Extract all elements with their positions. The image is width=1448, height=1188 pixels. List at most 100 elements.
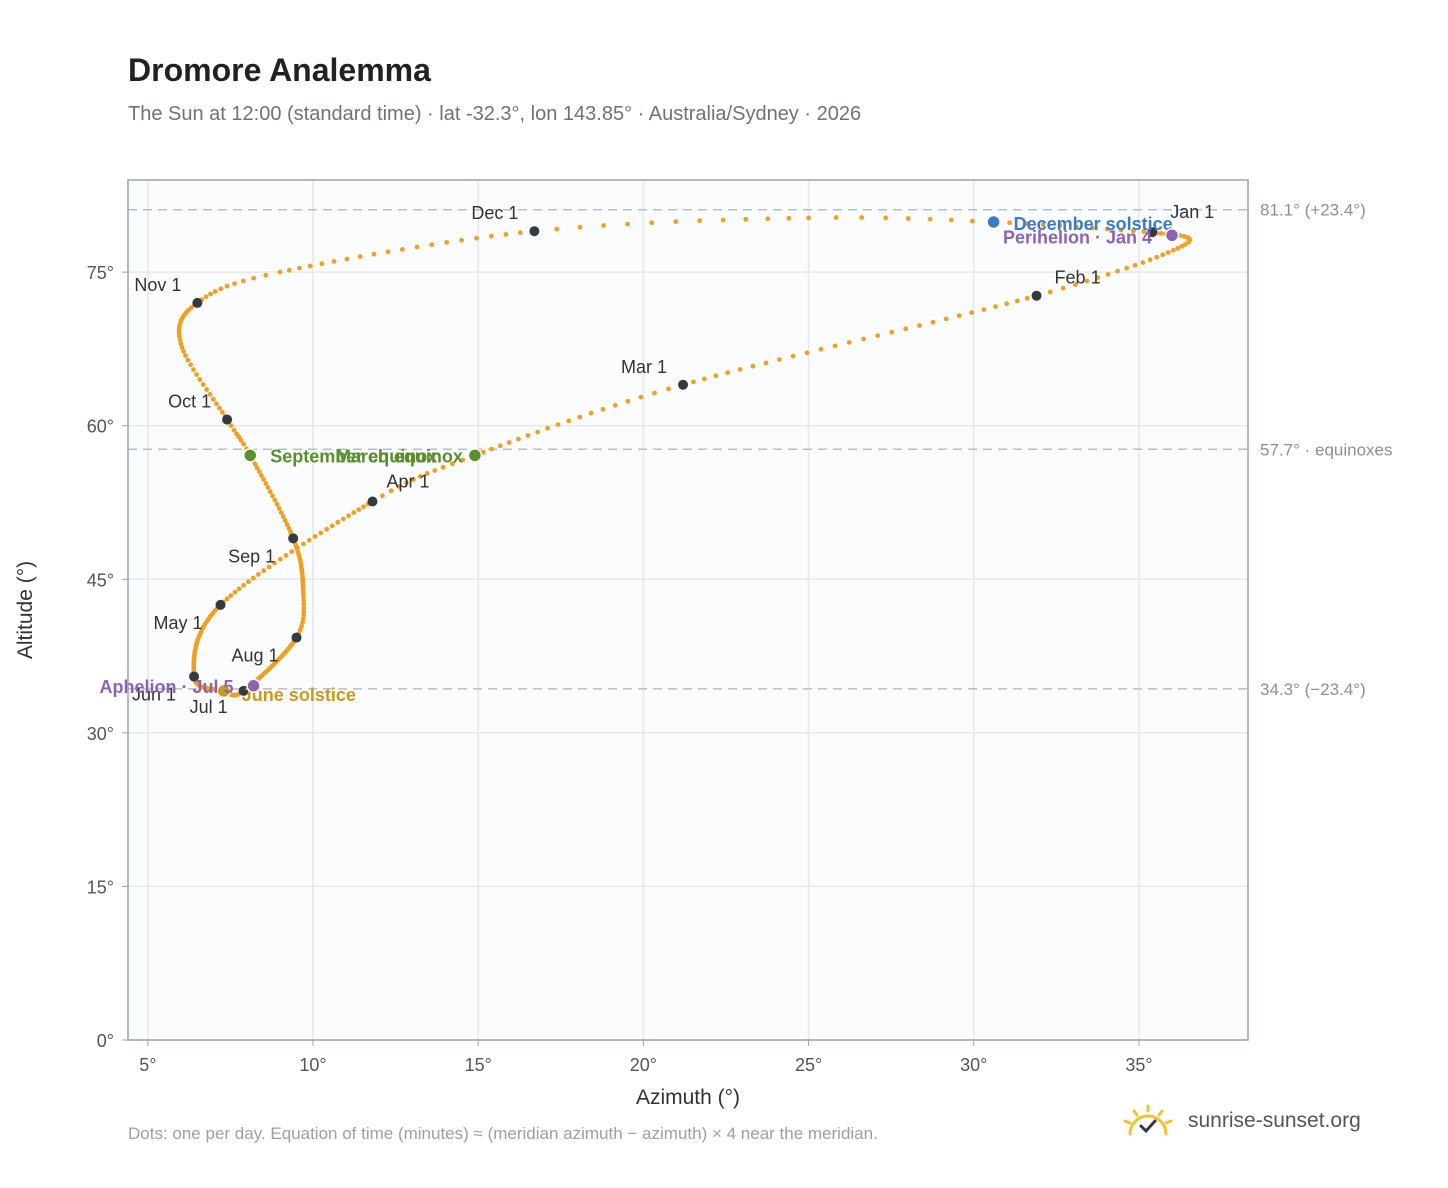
event-marker — [242, 448, 258, 463]
day-dot — [329, 523, 335, 529]
day-dot — [497, 443, 503, 449]
month-marker-label: Feb 1 — [1055, 268, 1101, 288]
day-dot — [1154, 254, 1160, 260]
x-axis-label: Azimuth (°) — [636, 1086, 740, 1109]
day-dot — [197, 377, 203, 382]
day-dot — [1104, 226, 1110, 232]
day-dot — [204, 387, 210, 392]
day-dot — [489, 446, 494, 452]
day-dot — [236, 586, 242, 592]
day-dot — [517, 230, 523, 236]
day-dot — [256, 469, 262, 475]
day-dot — [1004, 301, 1010, 307]
day-dot — [301, 605, 307, 611]
day-dot — [1014, 298, 1020, 304]
month-marker — [192, 297, 203, 308]
day-dot — [652, 390, 657, 396]
day-dot — [214, 401, 219, 407]
day-dot — [259, 473, 264, 478]
day-dot — [786, 215, 792, 221]
day-dot — [301, 609, 307, 614]
day-dot — [265, 485, 271, 490]
month-marker — [189, 671, 200, 682]
day-dot — [361, 504, 366, 510]
day-dot — [283, 553, 289, 558]
day-dot — [181, 349, 187, 354]
x-tick-label: 25° — [795, 1055, 822, 1075]
day-dot — [185, 357, 191, 363]
month-marker-label: Aug 1 — [231, 646, 278, 666]
day-dot — [883, 215, 889, 221]
day-dot — [666, 386, 671, 392]
day-dot — [357, 254, 363, 259]
day-dot — [903, 326, 909, 332]
month-marker — [678, 379, 689, 390]
day-dot — [969, 310, 975, 315]
day-dot — [241, 582, 247, 588]
day-dot — [240, 278, 246, 284]
day-dot — [301, 602, 307, 607]
day-dot — [713, 373, 719, 379]
day-dot — [612, 402, 618, 408]
event-label: September equinox — [270, 446, 437, 466]
day-dot — [649, 220, 655, 226]
day-dot — [480, 449, 486, 455]
day-dot — [250, 575, 256, 581]
day-dot — [1118, 227, 1124, 233]
month-marker-label: Oct 1 — [168, 392, 211, 412]
day-dot — [1170, 247, 1176, 253]
day-dot — [832, 343, 838, 349]
day-dot — [234, 431, 240, 437]
day-dot — [183, 353, 189, 358]
day-dot — [335, 519, 341, 525]
day-dot — [743, 216, 749, 222]
day-dot — [600, 406, 606, 412]
x-tick-label: 10° — [299, 1055, 326, 1075]
reference-lines: 81.1° (+23.4°) 57.7° · equinoxes 34.3° (−2… — [128, 201, 1393, 699]
day-dot — [276, 506, 282, 511]
day-dot — [177, 337, 183, 343]
day-dot — [400, 247, 405, 252]
y-tick-label: 15° — [87, 877, 114, 897]
brand[interactable]: sunrise-sunset.org — [1120, 1104, 1361, 1138]
day-dot — [300, 590, 306, 596]
x-tick-label: 15° — [465, 1055, 492, 1075]
day-dot — [927, 216, 933, 222]
month-marker-label: Sep 1 — [228, 546, 275, 566]
day-dot — [1165, 250, 1171, 255]
y-tick-label: 45° — [87, 570, 114, 590]
day-dot — [943, 316, 949, 322]
day-dot — [1186, 239, 1191, 245]
day-dot — [331, 259, 337, 264]
day-dot — [299, 623, 304, 629]
day-dot — [232, 589, 238, 595]
day-dot — [1141, 229, 1147, 235]
day-dot — [625, 398, 631, 404]
month-marker-label: Nov 1 — [134, 275, 181, 295]
day-dot — [300, 616, 306, 622]
day-dot — [1084, 278, 1090, 284]
day-dot — [300, 620, 305, 625]
day-dot — [917, 323, 922, 328]
day-dot — [301, 594, 306, 600]
brand-name: sunrise-sunset.org — [1188, 1109, 1361, 1132]
day-dot — [525, 433, 531, 438]
x-tick-label: 5° — [139, 1055, 156, 1075]
day-dot — [488, 233, 494, 239]
day-dot — [1060, 285, 1066, 291]
day-dot — [191, 367, 196, 372]
day-dot — [301, 598, 307, 604]
day-dot — [261, 568, 267, 573]
day-dot — [577, 224, 583, 230]
day-dot — [241, 441, 247, 447]
day-dot — [750, 363, 756, 369]
day-dot — [506, 440, 512, 445]
reference-line-label: 57.7° · equinoxes — [1260, 440, 1393, 459]
day-dot — [981, 307, 987, 312]
day-dot — [804, 350, 810, 356]
day-dot — [388, 488, 394, 494]
day-dot — [1175, 245, 1181, 251]
day-dot — [1124, 265, 1130, 271]
day-dot — [535, 429, 540, 435]
